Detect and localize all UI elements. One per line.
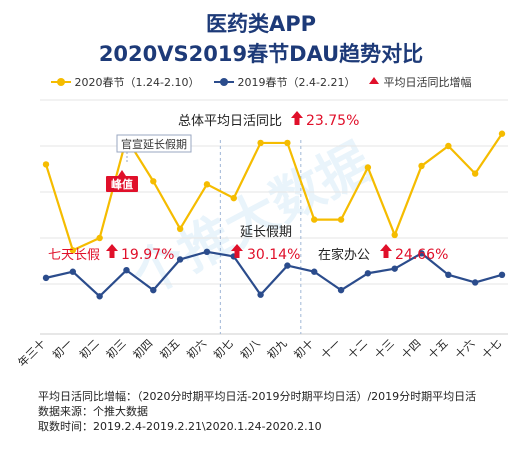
peak-badge-pointer [118,170,126,176]
chart-title-line1: 医药类APP [205,12,317,36]
series-2020-point [471,170,479,177]
legend-label-increase: 平均日活同比增幅 [383,76,472,89]
peak-badge [106,176,138,192]
series-2019-point [69,268,77,275]
x-tick-label: 初八 [237,336,262,361]
x-tick-label: 初一 [49,336,74,361]
series-2020-point [498,130,506,137]
series-2019-point [471,279,479,286]
x-tick-label: 初四 [130,336,155,361]
series-2019-line [45,250,503,298]
up-arrow-icon [231,244,243,258]
series-2020-point [445,142,452,150]
callout-text: 官宣延长假期 [121,137,187,151]
up-arrow-icon [369,76,380,84]
footer-notes: 平均日活同比增幅：（2020分时期平均日活-2019分时期平均日活）/2019分… [38,389,476,434]
up-arrow-icon [106,244,118,258]
footer-date-range: 取数时间：2019.2.4-2019.2.21\2020.1.24-2020.2… [38,420,322,433]
series-2019-point [311,268,318,275]
series-2020-point [311,216,318,223]
series-2020-point [284,139,291,147]
x-tick-label: 十二 [345,336,370,361]
period-value-wfh: 24.66% [395,247,448,263]
legend-label-2019: 2019春节（2.4-2.21） [237,76,356,89]
series-2019-point [42,274,50,282]
period-label-holiday: 七天长假 [48,248,100,263]
series-2020-point [391,231,398,239]
x-tick-label: 初二 [76,336,101,361]
legend-label-2020: 2020春节（1.24-2.10） [74,76,200,89]
legend-item-increase: 平均日活同比增幅 [369,74,471,90]
series-2020-point [176,225,184,232]
series-2020-point [257,139,264,147]
x-tick-label: 初九 [264,336,289,361]
period-value-extended: 30.14% [247,247,300,263]
x-tick-label: 十七 [479,336,504,361]
series-2019-point [364,270,372,277]
up-arrow-icon [380,244,392,258]
series-2019-point [203,248,211,255]
series-2020-point [364,164,372,171]
series-2020-line [44,133,503,252]
series-2019-point [284,262,291,269]
period-label-wfh: 在家办公 [318,247,370,263]
legend-swatch-2019 [213,78,234,86]
x-tick-label: 十六 [452,336,477,361]
period-value-holiday: 19.97% [121,247,174,263]
series-2020-point [418,162,425,170]
series-2020-point [150,178,157,185]
x-tick-label: 初五 [157,336,182,361]
overall-increase-value: 23.75% [306,113,359,129]
x-tick-label: 初三 [103,336,128,361]
x-tick-label: 年三十 [15,336,48,369]
series-2020-point [203,181,211,188]
series-2019-point [150,286,157,294]
series-2019-point [123,267,130,274]
series-2019-point [257,291,264,298]
series-2020-point [230,194,237,202]
series-2019-point [176,256,184,263]
x-tick-label: 十四 [398,336,423,361]
legend: 2020春节（1.24-2.10） 2019春节（2.4-2.21） 平均日活同… [0,74,522,90]
x-tick-label: 十一 [318,336,343,361]
x-tick-label: 初六 [184,336,209,361]
x-tick-label: 十三 [371,336,396,361]
x-tick-label: 初十 [291,336,316,361]
legend-item-2020: 2020春节（1.24-2.10） [50,74,200,90]
x-tick-label: 初七 [210,336,235,361]
series-2019-point [498,271,506,278]
up-arrow-icon [291,111,303,125]
footer-source: 数据来源：个推大数据 [38,405,148,418]
callout-box [116,134,192,153]
footer-formula: 平均日活同比增幅：（2020分时期平均日活-2019分时期平均日活）/2019分… [38,390,477,403]
series-2020-point [42,161,50,168]
peak-badge-text: 峰值 [111,177,133,191]
series-2020-point [69,247,77,254]
chart-title-line2: 2020VS2019春节DAU趋势对比 [98,42,424,66]
legend-item-2019: 2019春节（2.4-2.21） [213,74,356,90]
series-2019-point [445,271,452,278]
series-2019-point [96,293,103,300]
series-2019-point [418,250,425,257]
period-label-extended: 延长假期 [240,225,292,240]
overall-increase-label: 总体平均日活同比 [178,114,282,129]
series-2019-point [391,265,398,272]
series-2020-point [96,234,103,242]
x-tick-label: 十五 [425,336,450,361]
legend-swatch-2020 [50,78,71,86]
series-2020-point [337,216,345,223]
series-2019-point [337,286,345,294]
